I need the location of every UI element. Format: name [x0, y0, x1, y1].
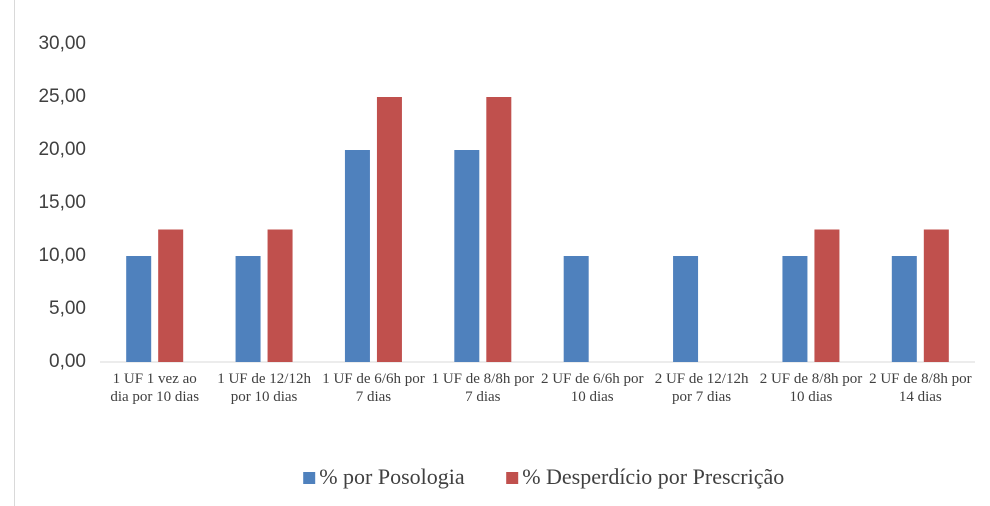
chart-frame	[14, 0, 15, 506]
bar	[344, 150, 370, 362]
y-tick-label: 0,00	[49, 351, 86, 372]
legend-swatch	[303, 472, 316, 484]
bar	[782, 256, 808, 362]
x-tick-label: 1 UF de 6/6h por 7 dias	[322, 371, 425, 405]
bar	[923, 229, 949, 362]
x-tick-label: 1 UF 1 vez ao dia por 10 dias	[110, 371, 200, 405]
y-tick-label: 10,00	[38, 245, 86, 266]
x-tick-label: 2 UF de 12/12h por 7 dias	[654, 371, 749, 405]
bar	[673, 256, 699, 362]
bar	[486, 97, 512, 362]
x-tick-label: 2 UF de 6/6h por 10 dias	[540, 371, 644, 405]
bar	[814, 229, 840, 362]
bar	[376, 97, 402, 362]
x-tick-label: 2 UF de 8/8h por 14 dias	[869, 371, 972, 405]
y-tick-label: 20,00	[38, 139, 86, 160]
legend-label: % Desperdício por Prescrição	[522, 464, 784, 489]
bar	[126, 256, 152, 362]
x-tick-label: 1 UF de 12/12h por 10 dias	[217, 371, 311, 405]
y-tick-label: 5,00	[49, 298, 86, 319]
y-tick-label: 25,00	[38, 86, 86, 107]
bar	[891, 256, 917, 362]
bar	[454, 150, 480, 362]
y-tick-label: 15,00	[38, 192, 86, 213]
x-tick-label: 1 UF de 8/8h por 7 dias	[431, 371, 535, 405]
bar	[158, 229, 184, 362]
y-tick-label: 30,00	[38, 33, 86, 54]
x-tick-label: 2 UF de 8/8h por 10 dias	[759, 371, 863, 405]
bar	[267, 229, 293, 362]
legend-label: % por Posologia	[319, 464, 465, 489]
bar	[235, 256, 261, 362]
legend-swatch	[506, 472, 519, 484]
bar	[563, 256, 589, 362]
